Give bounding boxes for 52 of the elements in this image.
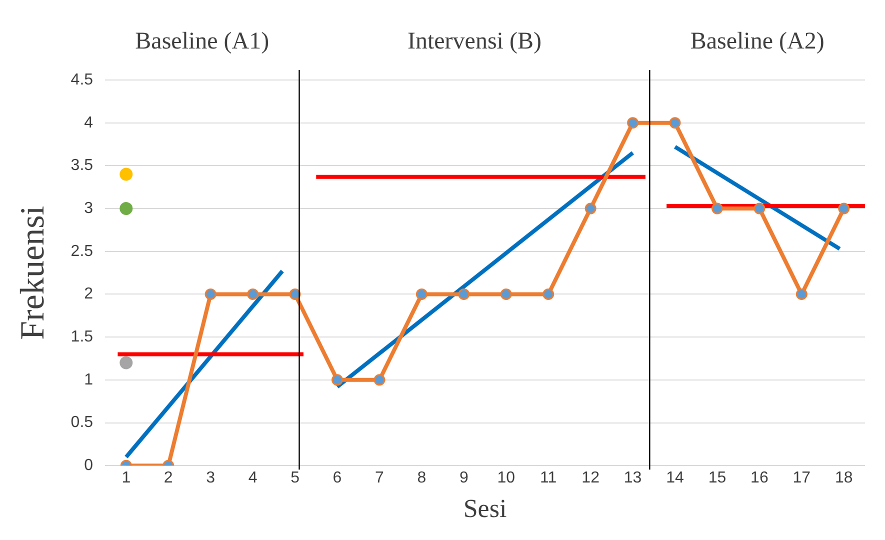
text: Intervensi (B) [407, 28, 542, 54]
point [542, 288, 554, 300]
x-tick-label: 13 [624, 470, 642, 487]
x-tick-label: 10 [497, 470, 516, 487]
text: Baseline (A2) [690, 28, 824, 54]
y-tick-label: 4.5 [70, 71, 94, 88]
y-tick-label: 0.5 [70, 414, 94, 432]
point [332, 374, 343, 386]
x-tick-label: 6 [332, 470, 342, 487]
x-tick-label: 7 [375, 470, 384, 487]
y-tick-label: 4 [84, 114, 94, 132]
point [458, 288, 470, 300]
point [120, 202, 133, 216]
y-tick-label: 2.5 [70, 242, 94, 260]
y-tick-label: 3.5 [70, 157, 94, 174]
x-tick-label: 14 [666, 470, 684, 487]
x-tick-label: 9 [459, 470, 468, 487]
point [838, 202, 850, 214]
point [289, 288, 301, 300]
point [120, 356, 133, 370]
point [416, 288, 428, 300]
x-tick-label: 2 [164, 470, 173, 487]
point [500, 288, 512, 300]
x-tick-label: 18 [834, 470, 853, 487]
point [204, 288, 216, 300]
point [796, 288, 808, 300]
x-tick-label: 12 [582, 470, 600, 487]
x-tick-label: 8 [417, 470, 426, 487]
point [247, 288, 259, 300]
point [120, 168, 133, 181]
y-tick-label: 1.5 [70, 328, 94, 346]
x-tick-label: 5 [290, 470, 300, 487]
point [627, 117, 639, 129]
x-tick-label: 15 [708, 470, 726, 487]
x-tick-label: 3 [206, 470, 216, 487]
x-axis-title: Sesi [463, 494, 507, 524]
y-tick-label: 0 [84, 457, 94, 474]
point [711, 202, 723, 214]
y-tick-label: 1 [84, 371, 94, 388]
point [584, 202, 596, 214]
x-tick-label: 4 [248, 470, 258, 487]
point [669, 117, 681, 129]
y-axis-title: Frekuensi [14, 206, 52, 340]
x-tick-label: 17 [792, 470, 811, 487]
y-tick-label: 2 [84, 286, 94, 303]
text: Baseline (A1) [135, 28, 270, 54]
point [374, 374, 386, 386]
x-tick-label: 1 [122, 470, 131, 487]
y-tick-label: 3 [84, 200, 94, 217]
point [754, 202, 766, 214]
x-tick-label: 11 [540, 470, 557, 487]
x-tick-label: 16 [750, 470, 768, 487]
